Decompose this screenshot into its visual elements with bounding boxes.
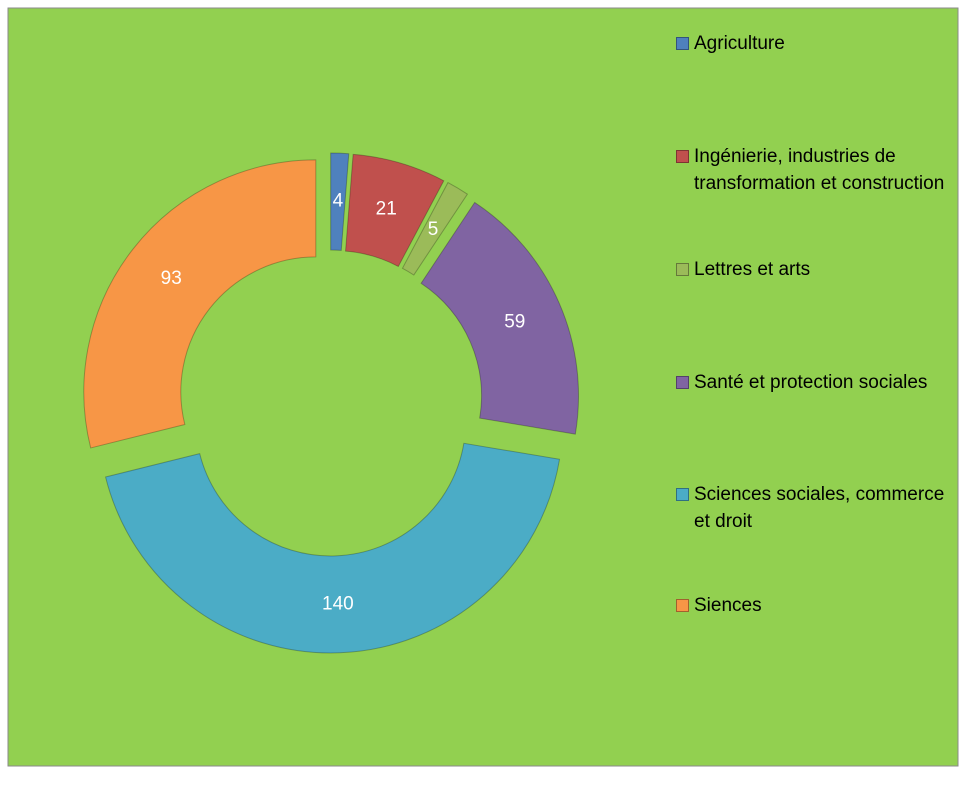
donut-segment: [420, 201, 580, 435]
donut-segment: [330, 152, 350, 251]
legend-item: Lettres et arts: [676, 256, 810, 283]
legend-label: Sciences sociales, commerce et droit: [694, 484, 945, 532]
data-label: 59: [504, 312, 525, 333]
legend-swatch: [676, 599, 689, 612]
donut-segment: [345, 153, 445, 268]
legend-item: Ingénierie, industries de transformation…: [676, 143, 958, 197]
data-label: 5: [428, 219, 439, 240]
data-label: 21: [376, 199, 397, 220]
donut-segment: [401, 181, 469, 276]
legend-swatch: [676, 376, 689, 389]
legend-label: Siences: [694, 595, 762, 616]
data-label: 4: [333, 191, 344, 212]
legend-label: Lettres et arts: [694, 259, 811, 280]
legend-label: Ingénierie, industries de transformation…: [694, 146, 945, 194]
legend-item: Agriculture: [676, 30, 785, 57]
legend-item: Siences: [676, 592, 762, 619]
data-label: 93: [161, 268, 182, 289]
legend-swatch: [676, 150, 689, 163]
legend-label: Santé et protection sociales: [694, 372, 928, 393]
legend-label: Agriculture: [694, 33, 785, 54]
donut-segment: [104, 442, 561, 654]
legend-item: Sciences sociales, commerce et droit: [676, 481, 958, 535]
donut-segment: [83, 159, 317, 449]
legend-swatch: [676, 37, 689, 50]
data-label: 140: [322, 593, 354, 614]
legend-swatch: [676, 263, 689, 276]
legend-swatch: [676, 488, 689, 501]
legend-item: Santé et protection sociales: [676, 369, 927, 396]
